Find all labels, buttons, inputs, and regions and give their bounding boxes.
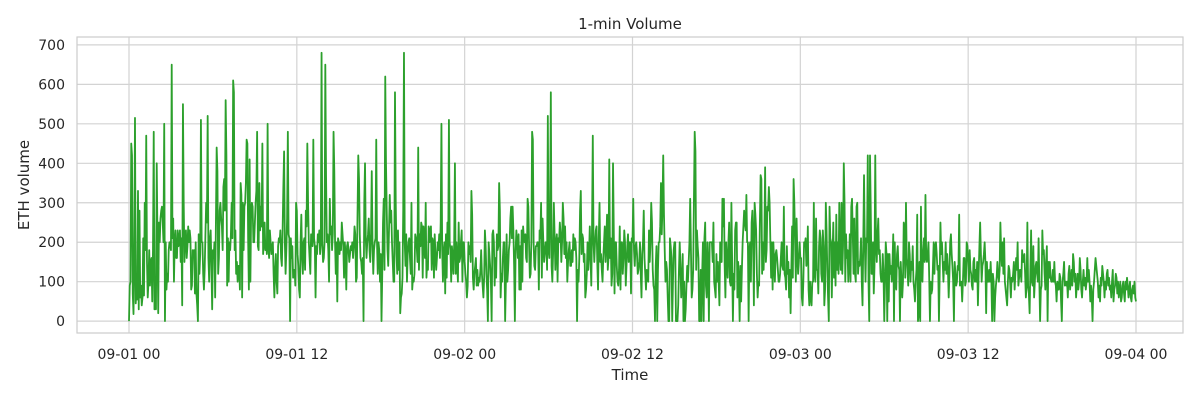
y-axis-title: ETH volume: [15, 140, 33, 230]
x-axis-title: Time: [611, 366, 649, 384]
chart-title: 1-min Volume: [578, 15, 682, 33]
x-tick-label: 09-02 00: [433, 347, 496, 363]
plot-frame: [76, 36, 1184, 334]
x-tick-labels: 09-01 00 09-01 12 09-02 00 09-02 12 09-03 00…: [98, 347, 1168, 363]
series-line: [128, 51, 1137, 323]
y-tick-label: 0: [56, 314, 65, 330]
y-tick-label: 700: [38, 38, 65, 54]
y-tick-label: 100: [38, 275, 65, 291]
x-tick-label: 09-04 00: [1105, 347, 1168, 363]
x-tick-label: 09-01 00: [98, 347, 161, 363]
x-tick-label: 09-03 00: [769, 347, 832, 363]
y-tick-label: 600: [38, 77, 65, 93]
y-tick-labels: 0 100 200 300 400 500 600 700: [38, 38, 65, 330]
y-tick-label: 500: [38, 117, 65, 133]
y-tick-label: 200: [38, 235, 65, 251]
y-tick-label: 300: [38, 196, 65, 212]
y-tick-label: 400: [38, 156, 65, 172]
x-tick-label: 09-02 12: [601, 347, 664, 363]
x-tick-label: 09-03 12: [937, 347, 1000, 363]
x-tick-label: 09-01 12: [265, 347, 328, 363]
series-group: [128, 51, 1137, 323]
